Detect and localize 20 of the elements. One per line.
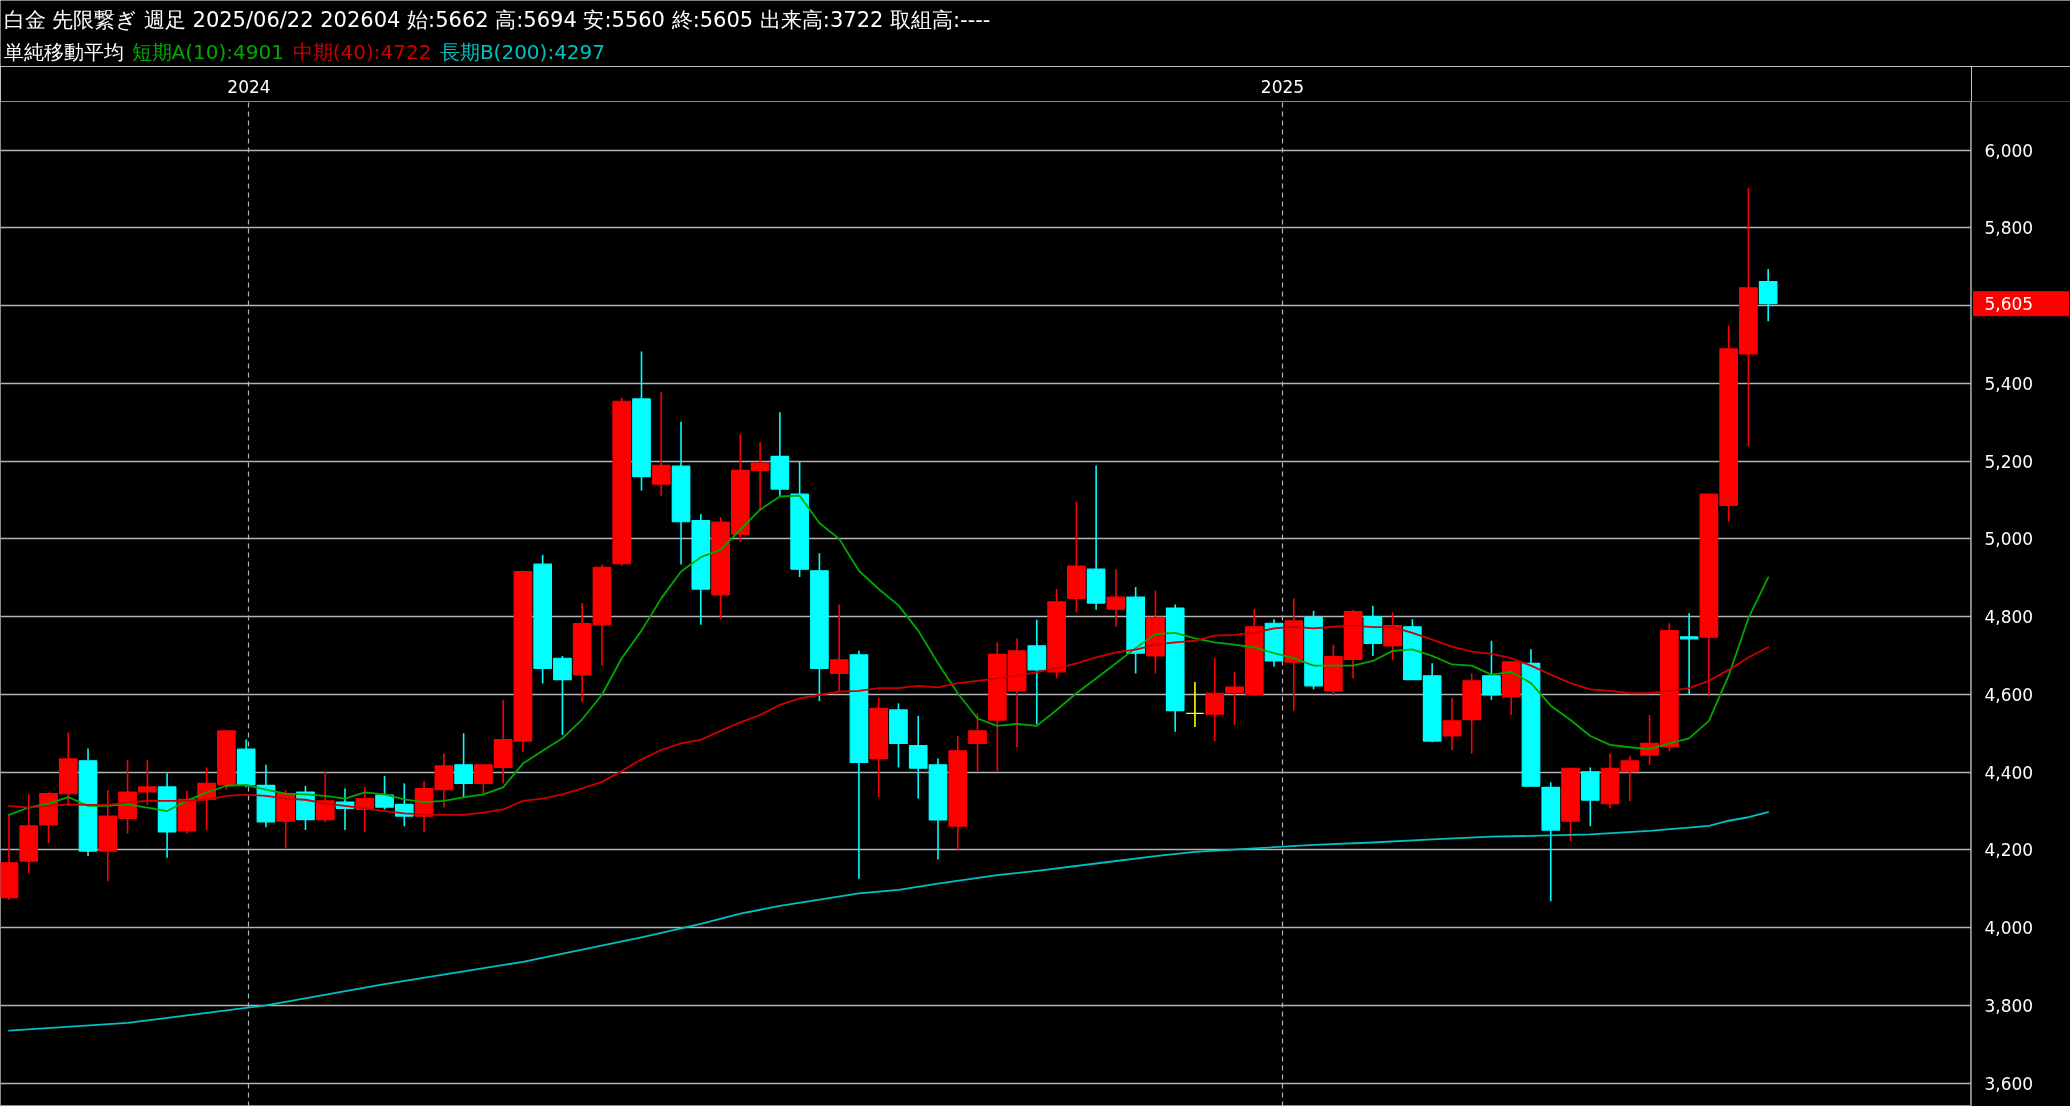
y-tick-label: 4,800: [1984, 607, 2034, 628]
legend-title: 単純移動平均: [3, 39, 124, 64]
chart-title: 白金 先限繋ぎ 週足 2025/06/22 202604 始:5662 高:5694 安:5560 終:5605 出来高:3722 取組高:----: [3, 7, 991, 32]
y-tick-label: 3,600: [1984, 1073, 2034, 1094]
x-tick-label: 2025: [1260, 76, 1305, 97]
text: 長期B(200):4297: [439, 39, 606, 64]
y-tick-label: 5,800: [1984, 218, 2034, 239]
y-tick-label: 4,400: [1984, 762, 2034, 783]
y-tick-label: 4,200: [1984, 840, 2034, 861]
y-tick-label: 4,000: [1984, 918, 2034, 939]
y-tick-label: 5,400: [1984, 373, 2034, 394]
x-tick-label: 2024: [227, 76, 271, 97]
y-tick-label: 5,200: [1984, 451, 2034, 472]
y-tick-label: 3,800: [1984, 995, 2034, 1016]
y-tick-label: 4,600: [1984, 684, 2034, 705]
y-tick-label: 5,000: [1984, 529, 2034, 550]
text: 中期(40):4722: [292, 39, 432, 64]
y-tick-label: 6,000: [1984, 140, 2034, 161]
text: 5,605: [1984, 294, 2034, 315]
text: 短期A(10):4901: [131, 39, 284, 64]
